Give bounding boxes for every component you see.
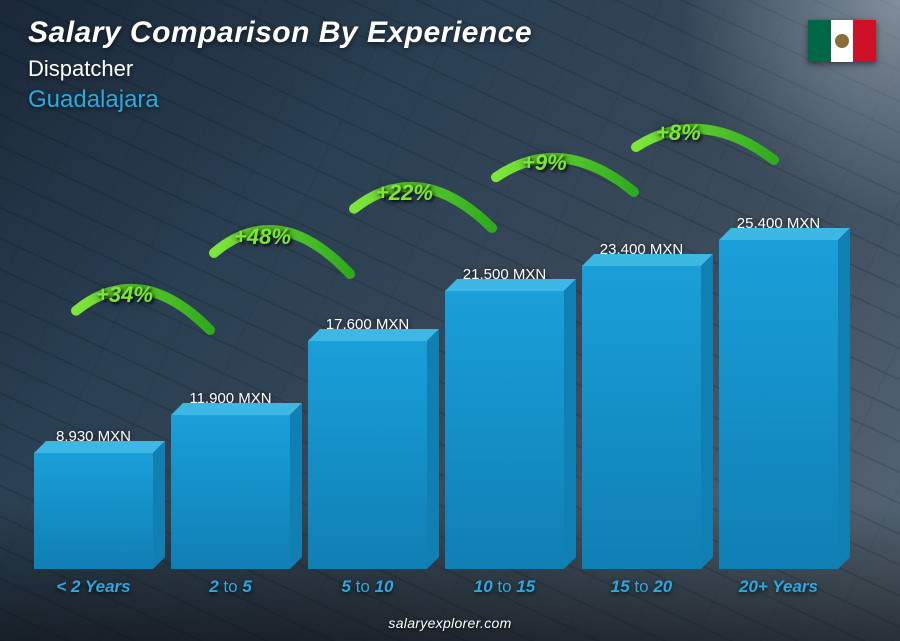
bar-front-face — [582, 266, 701, 569]
page-title: Salary Comparison By Experience — [28, 16, 532, 50]
x-axis-label: 10 to 15 — [445, 577, 564, 597]
bar-shape — [308, 341, 427, 569]
bar-front-face — [171, 415, 290, 569]
bar-shape — [171, 415, 290, 569]
x-axis-label: < 2 Years — [34, 577, 153, 597]
bar-top-face — [719, 228, 850, 240]
bar-shape — [719, 240, 838, 569]
bar-side-face — [701, 254, 713, 569]
bar-top-face — [171, 403, 302, 415]
bar-side-face — [153, 441, 165, 569]
job-title: Dispatcher — [28, 56, 532, 82]
x-axis-label: 5 to 10 — [308, 577, 427, 597]
flag-emblem — [835, 34, 849, 48]
bar-shape — [445, 291, 564, 569]
footer-attribution: salaryexplorer.com — [0, 615, 900, 631]
bar-side-face — [838, 228, 850, 569]
bar-shape — [582, 266, 701, 569]
bar-shape — [34, 453, 153, 569]
bar-top-face — [308, 329, 439, 341]
bar: 17,600 MXN — [308, 316, 427, 569]
bar: 25,400 MXN — [719, 215, 838, 569]
bar-side-face — [290, 403, 302, 569]
header: Salary Comparison By Experience Dispatch… — [28, 16, 532, 114]
bar: 23,400 MXN — [582, 241, 701, 569]
country-flag — [808, 20, 876, 62]
x-axis-label: 15 to 20 — [582, 577, 701, 597]
bar-chart: 8,930 MXN11,900 MXN17,600 MXN21,500 MXN2… — [28, 210, 844, 569]
bar: 21,500 MXN — [445, 266, 564, 569]
bar-front-face — [308, 341, 427, 569]
bar-front-face — [719, 240, 838, 569]
x-axis-label: 2 to 5 — [171, 577, 290, 597]
bar-top-face — [445, 279, 576, 291]
bar-front-face — [445, 291, 564, 569]
flag-stripe-left — [808, 20, 831, 62]
bar-front-face — [34, 453, 153, 569]
bar-top-face — [34, 441, 165, 453]
x-axis: < 2 Years 2 to 5 5 to 10 10 to 15 15 to 20 20… — [28, 577, 844, 597]
location: Guadalajara — [28, 86, 532, 114]
bar-side-face — [427, 329, 439, 569]
bar-top-face — [582, 254, 713, 266]
x-axis-label: 20+ Years — [719, 577, 838, 597]
bar: 8,930 MXN — [34, 428, 153, 569]
flag-stripe-right — [853, 20, 876, 62]
bar-side-face — [564, 279, 576, 569]
bar: 11,900 MXN — [171, 390, 290, 569]
